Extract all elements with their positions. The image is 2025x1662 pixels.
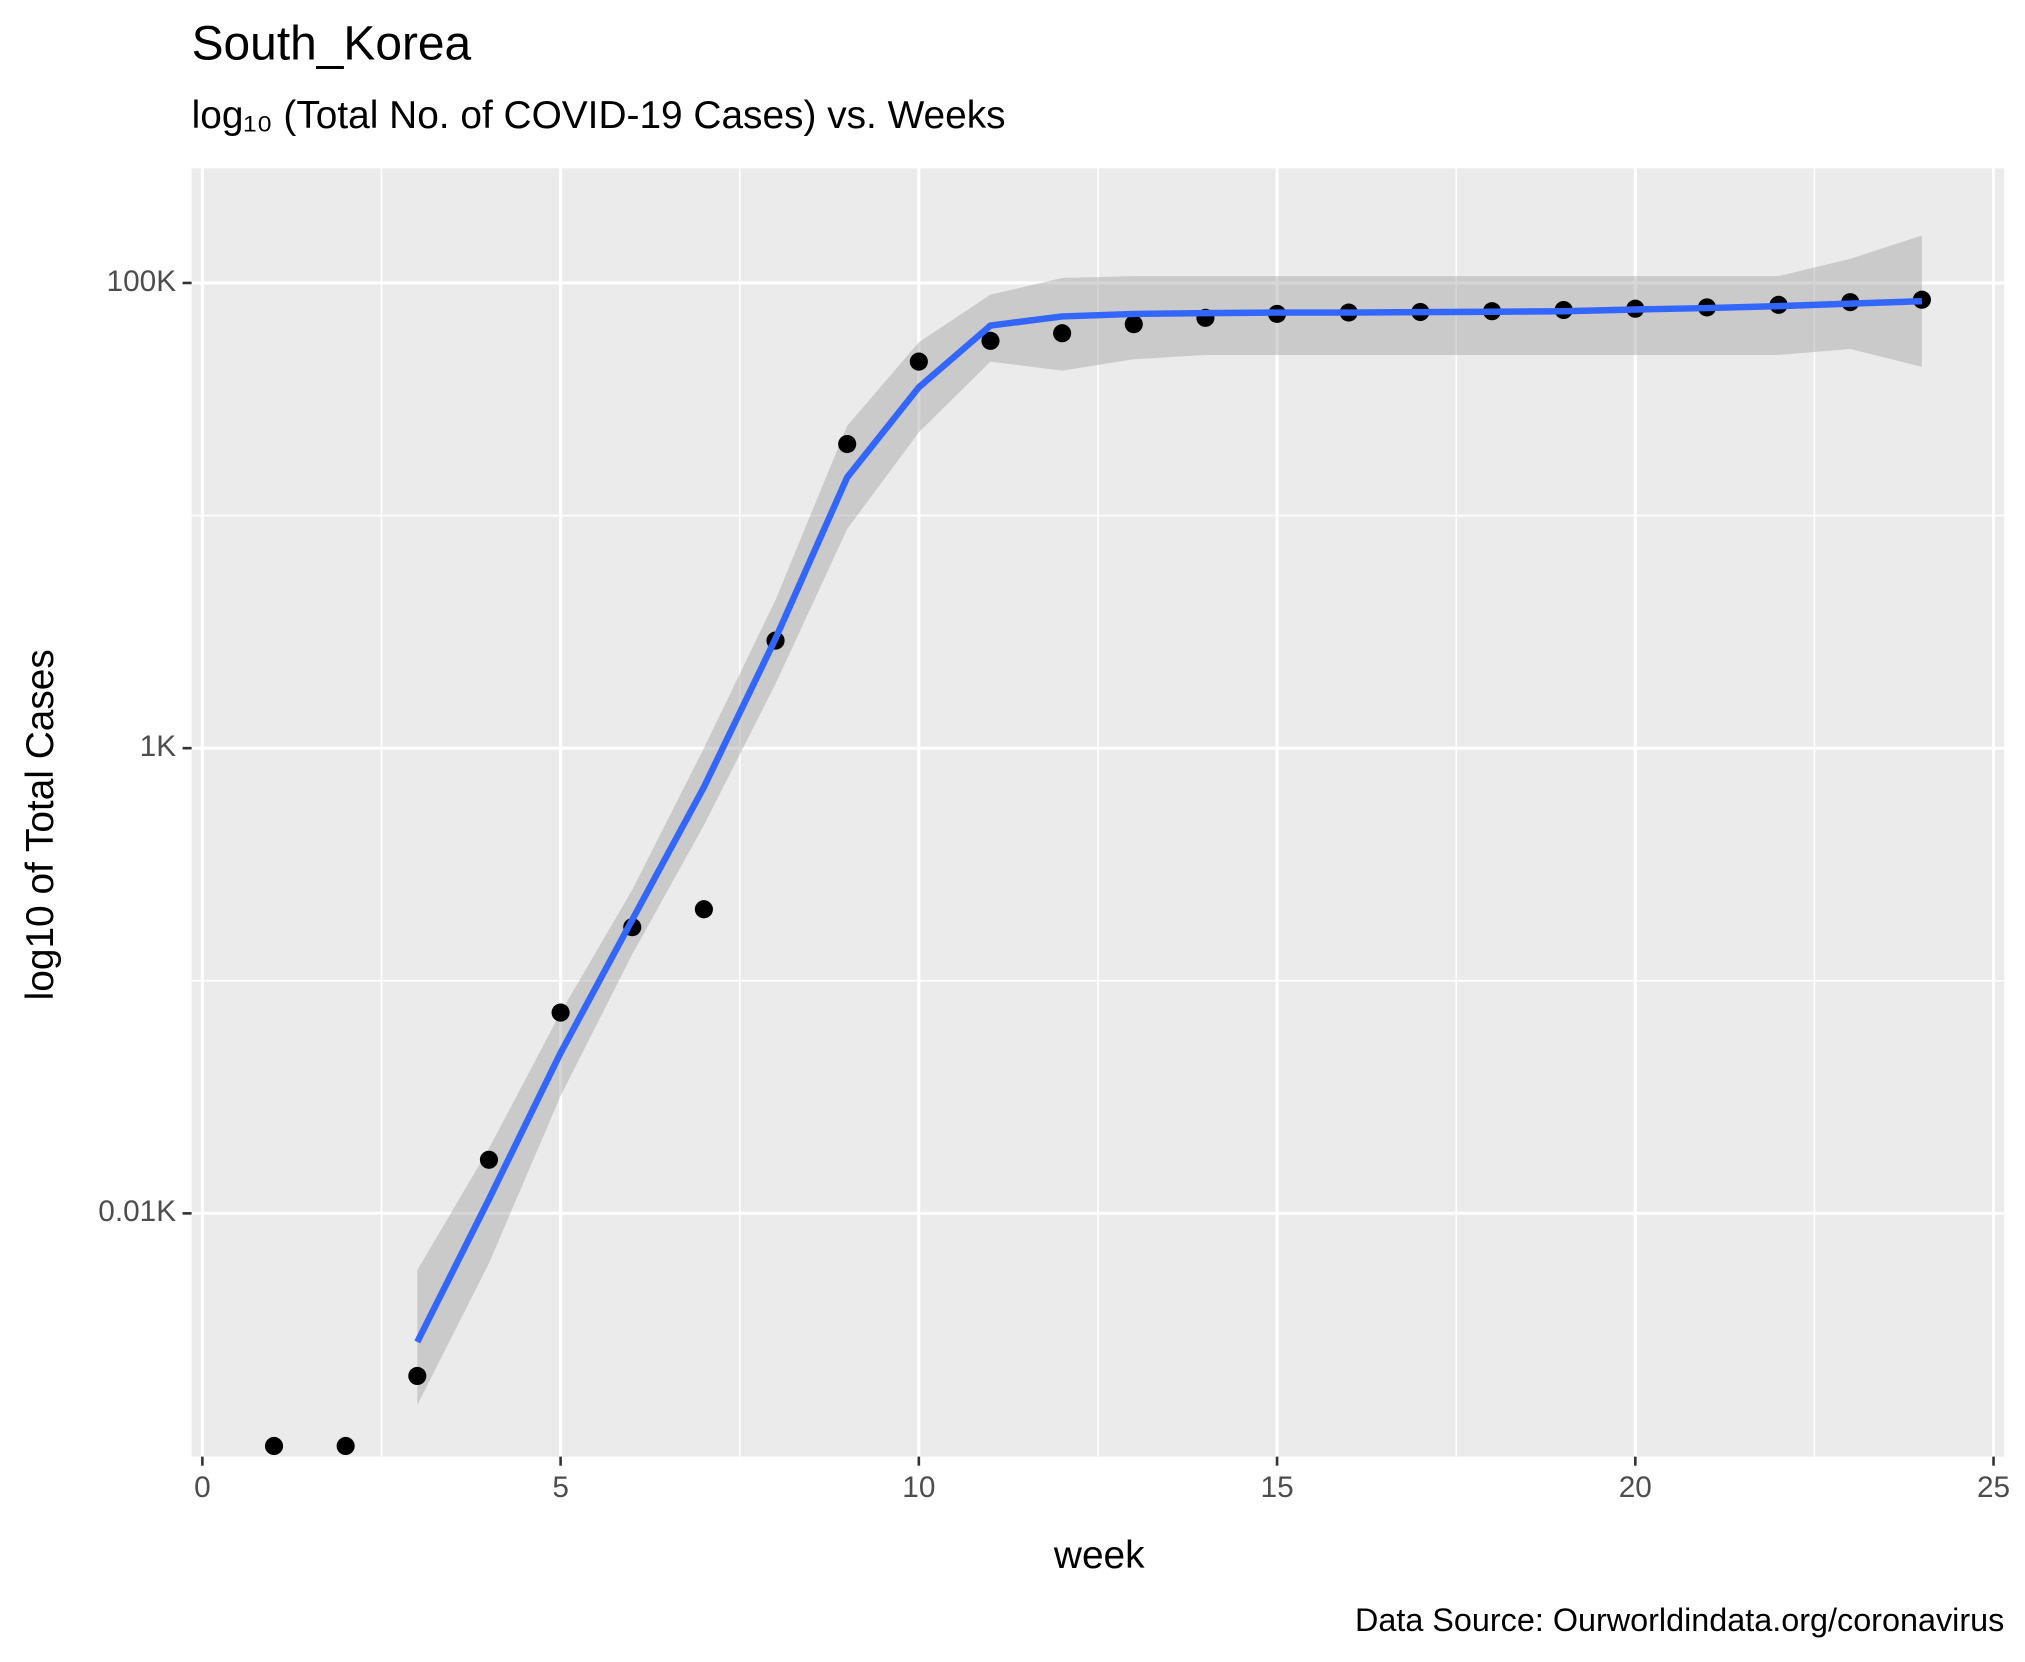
data-point <box>264 1436 284 1456</box>
chart-title: South_Korea <box>192 17 472 70</box>
data-point <box>1124 315 1143 334</box>
data-point <box>694 900 713 919</box>
x-tick-label: 15 <box>1261 1471 1294 1504</box>
data-point <box>336 1436 355 1456</box>
x-tick-label: 25 <box>1977 1471 2010 1504</box>
x-axis-title: week <box>1053 1534 1145 1577</box>
data-point <box>1053 324 1072 343</box>
data-point <box>551 1003 570 1022</box>
data-point <box>408 1366 427 1386</box>
caption: Data Source: Ourworldindata.org/coronavi… <box>1355 1602 2004 1638</box>
x-tick-label: 0 <box>194 1471 211 1504</box>
y-tick-label: 100K <box>107 265 177 298</box>
x-tick-label: 10 <box>902 1471 935 1504</box>
x-tick-label: 20 <box>1619 1471 1652 1504</box>
data-point <box>981 331 1000 350</box>
y-axis-title: log10 of Total Cases <box>19 649 62 1000</box>
chart-subtitle: log₁₀ (Total No. of COVID-19 Cases) vs. … <box>192 94 1006 137</box>
x-tick-label: 5 <box>552 1471 569 1504</box>
data-point <box>909 352 928 371</box>
y-tick-label: 1K <box>140 730 177 763</box>
confidence-band <box>417 235 1922 1406</box>
smooth-line <box>414 297 1922 1344</box>
data-point <box>479 1150 499 1169</box>
data-point <box>838 434 857 454</box>
y-tick-label: 0.01K <box>98 1195 176 1228</box>
